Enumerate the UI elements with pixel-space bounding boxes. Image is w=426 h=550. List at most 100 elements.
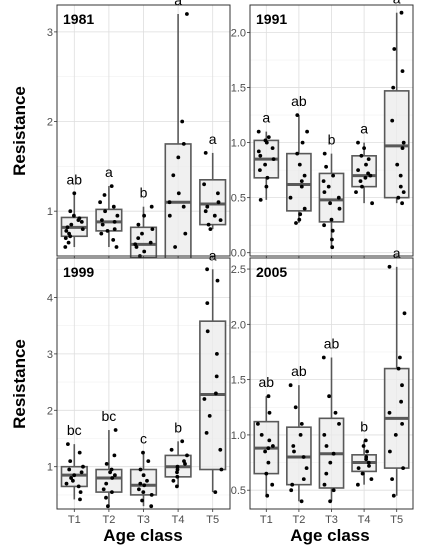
data-point [175, 467, 180, 472]
data-point [138, 467, 143, 472]
data-point [364, 455, 369, 459]
data-point [215, 352, 219, 356]
data-point [330, 228, 335, 233]
data-point [387, 264, 392, 269]
y-tick-label: 1 [47, 206, 53, 218]
data-point [265, 493, 270, 498]
data-point [267, 410, 272, 415]
data-point [299, 184, 304, 189]
data-point [67, 467, 72, 472]
data-point [331, 451, 336, 456]
x-tick-label-T3: T3 [137, 514, 150, 526]
y-axis-label-bottom: Resistance [10, 339, 29, 429]
y-tick-label: 1 [47, 462, 53, 474]
data-point [256, 149, 261, 154]
panel-border [56, 257, 231, 510]
data-point [141, 490, 146, 494]
data-point [256, 422, 260, 426]
data-point [396, 366, 401, 371]
data-point [258, 168, 262, 173]
significance-letter-T5: a [209, 247, 217, 263]
box-iqr [351, 155, 377, 188]
data-point [402, 311, 407, 316]
x-axis-label-left: Age class [103, 526, 182, 545]
data-point [337, 206, 342, 211]
data-point [391, 493, 396, 498]
data-point [293, 405, 298, 410]
data-point [366, 171, 370, 176]
y-tick-label: 4 [47, 292, 53, 304]
data-point [363, 438, 368, 443]
data-point [322, 190, 327, 195]
data-point [400, 146, 405, 151]
panel-title: 2005 [256, 264, 287, 280]
y-tick-label: 2 [47, 405, 53, 417]
y-tick-label: 3 [47, 349, 53, 361]
box-T2 [286, 385, 312, 502]
data-point [149, 493, 154, 497]
data-point [288, 195, 293, 200]
data-point [390, 118, 395, 123]
x-tick-label-T2: T2 [292, 514, 305, 526]
data-point [289, 488, 294, 493]
data-point [367, 464, 371, 468]
data-point [264, 184, 269, 189]
data-point [328, 460, 333, 465]
data-point [112, 220, 117, 224]
data-point [326, 184, 331, 189]
data-point [324, 444, 329, 448]
data-point [183, 231, 188, 236]
x-tick-label-T5: T5 [206, 514, 219, 526]
data-point [302, 206, 307, 211]
data-point [150, 227, 155, 232]
data-point [216, 200, 221, 205]
data-point [72, 191, 77, 196]
data-point [322, 482, 327, 487]
y-tick-label: 1.5 [231, 375, 246, 387]
data-point [111, 238, 116, 242]
significance-letter-T4: b [360, 418, 368, 434]
data-point [167, 213, 172, 218]
data-point [136, 222, 141, 227]
box-iqr [95, 208, 123, 232]
data-point [206, 222, 211, 227]
x-tick-label-T4: T4 [358, 514, 371, 526]
data-point [103, 209, 107, 214]
panel-border [249, 4, 414, 257]
data-point [356, 466, 361, 470]
data-point [136, 236, 141, 241]
data-point [214, 374, 219, 379]
data-point [265, 175, 270, 180]
data-point [102, 193, 107, 197]
data-point [399, 10, 404, 15]
data-point [64, 229, 69, 233]
box-T3 [318, 357, 345, 502]
significance-letter-T5: a [393, 245, 401, 261]
data-point [324, 471, 329, 476]
data-point [359, 153, 364, 158]
data-point [78, 497, 82, 502]
significance-letter-T1: bc [67, 422, 82, 438]
data-point [104, 462, 109, 466]
data-point [109, 184, 114, 189]
y-tick-label: 0.5 [231, 485, 246, 497]
box-T5 [199, 269, 227, 493]
panel-border [56, 4, 231, 257]
data-point [141, 473, 146, 478]
data-point [328, 499, 332, 504]
significance-letter-T4: b [174, 419, 182, 435]
data-point [216, 191, 220, 196]
data-point [398, 355, 402, 360]
data-point [294, 221, 298, 225]
significance-letter-T3: b [140, 185, 148, 201]
data-point [400, 69, 405, 73]
data-point [258, 153, 263, 158]
data-point [295, 151, 300, 156]
box-iqr [383, 90, 410, 199]
data-point [205, 204, 210, 209]
data-point [218, 447, 223, 452]
significance-letter-T3: c [140, 431, 147, 447]
data-point [79, 470, 84, 475]
data-point [77, 216, 82, 221]
